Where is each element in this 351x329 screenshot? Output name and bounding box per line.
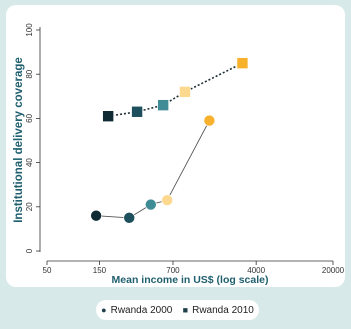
square-marker-icon: ■ (182, 305, 189, 315)
y-tick-label: 100 (25, 23, 34, 37)
x-tick-label: 150 (93, 266, 107, 275)
x-tick-label: 20000 (322, 266, 345, 275)
data-points (90, 57, 249, 224)
y-tick-label: 0 (25, 248, 34, 253)
data-point-square (179, 86, 191, 98)
data-point-square (131, 105, 143, 118)
y-tick-label: 40 (25, 158, 34, 167)
plot-panel (6, 5, 345, 287)
data-point-square (236, 57, 249, 69)
data-point-circle (123, 212, 136, 224)
series-line-1 (108, 62, 243, 117)
legend-item-2010: ■ Rwanda 2010 (183, 305, 254, 316)
data-point-square (102, 110, 114, 122)
x-tick-label: 700 (166, 266, 180, 275)
x-axis-label: Mean income in US$ (log scale) (112, 274, 269, 286)
data-point-circle (161, 194, 173, 206)
x-tick-label: 4000 (247, 266, 265, 275)
x-ticks: 50 150 700 4000 20000 (43, 261, 345, 275)
legend-label: Rwanda 2010 (192, 304, 254, 316)
y-axis-label: Institutional delivery coverage (13, 57, 25, 223)
data-point-circle (203, 114, 216, 127)
axes (39, 27, 333, 262)
circle-marker-icon: ● (101, 305, 107, 315)
y-tick-label: 20 (25, 202, 34, 211)
y-ticks: 0 20 40 60 80 100 (25, 23, 40, 253)
y-tick-label: 80 (25, 69, 34, 78)
series-lines (96, 62, 243, 219)
legend-item-2000: ● Rwanda 2000 (101, 305, 172, 316)
data-point-circle (145, 198, 157, 211)
legend-label: Rwanda 2000 (110, 304, 173, 316)
legend: ● Rwanda 2000 ■ Rwanda 2010 (96, 300, 259, 320)
y-tick-label: 60 (25, 113, 34, 122)
data-point-square (157, 99, 169, 111)
x-tick-label: 50 (43, 266, 52, 275)
data-point-circle (90, 209, 102, 222)
